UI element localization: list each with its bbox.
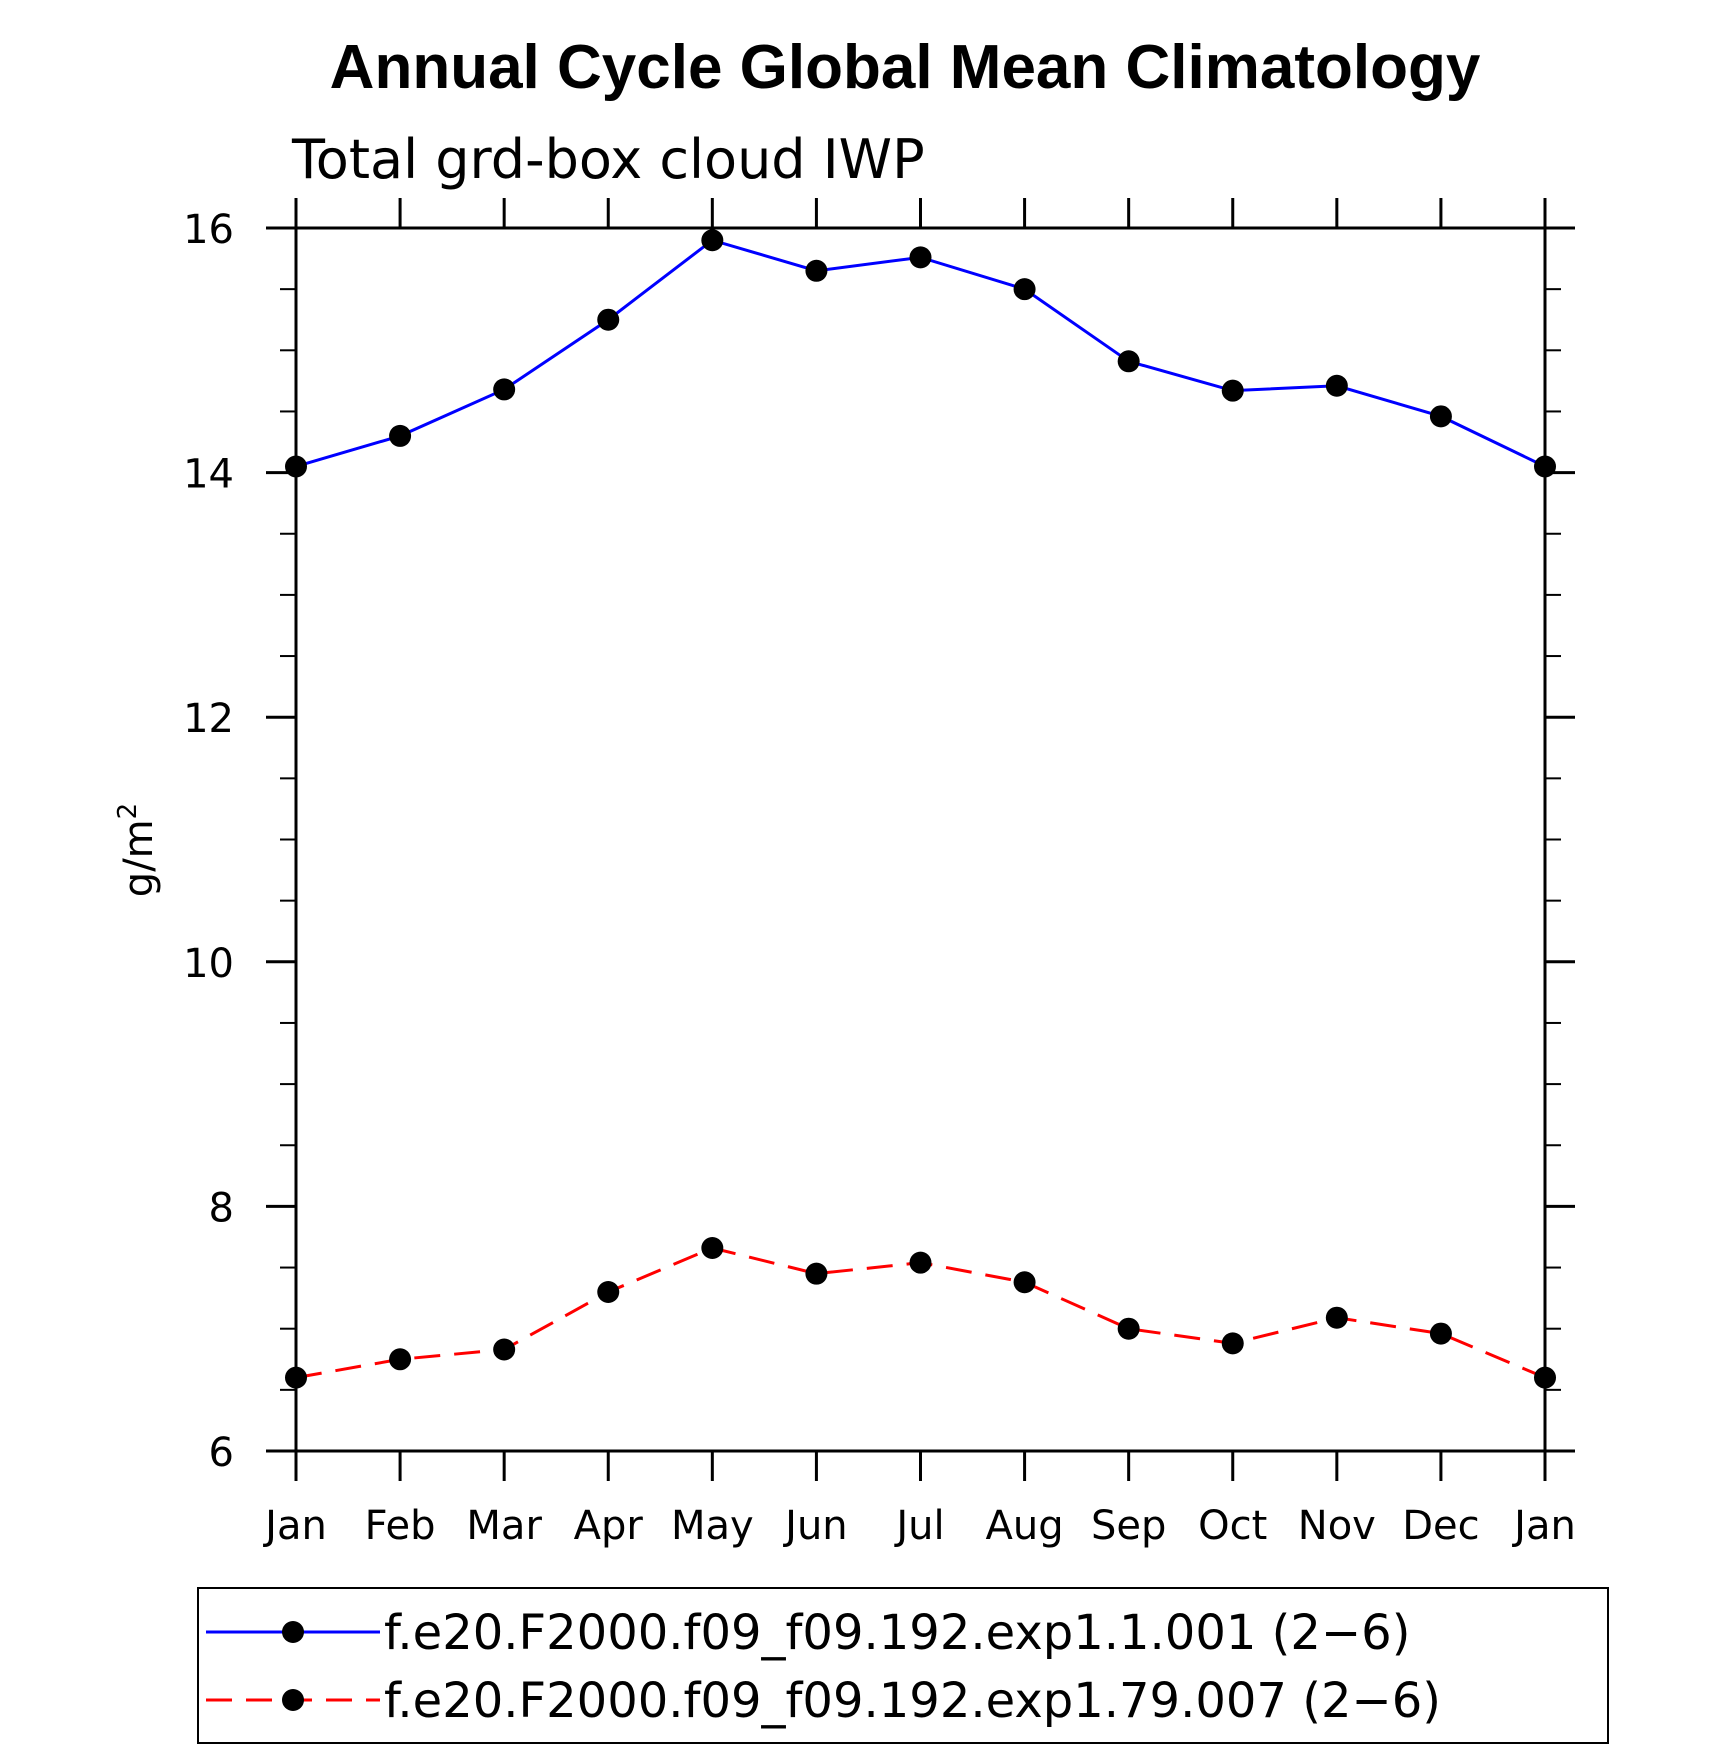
series-1-point — [493, 378, 516, 401]
series-1-point — [1117, 350, 1140, 373]
chart-title: Annual Cycle Global Mean Climatology — [330, 33, 1481, 102]
x-tick-label: Mar — [466, 1503, 542, 1549]
x-tick-label: Feb — [365, 1503, 436, 1549]
series-1-point — [597, 308, 620, 331]
plot-area: Jan Feb Mar Apr May Jun Jul Aug Sep Oct Nov Dec Jan 6… — [183, 198, 1576, 1549]
x-tick-label: Dec — [1402, 1503, 1479, 1549]
legend-marker-2 — [282, 1689, 304, 1711]
x-tick-label: Oct — [1198, 1503, 1267, 1549]
series-layer — [285, 229, 1556, 1389]
x-tick-label: Jun — [782, 1503, 848, 1549]
series-2-point — [493, 1338, 516, 1361]
series-2-point — [389, 1348, 412, 1371]
series-2-point — [701, 1236, 724, 1259]
series-2-point — [1325, 1306, 1348, 1329]
series-1-point — [1013, 278, 1036, 301]
legend-label-1: f.e20.F2000.f09_f09.192.exp1.1.001 (2−6) — [384, 1605, 1410, 1661]
y-axis-label-superscript: 2 — [113, 803, 143, 820]
legend-frame — [197, 1587, 1609, 1744]
series-1-point — [285, 455, 307, 478]
series-2-point — [909, 1251, 932, 1274]
series-1-point — [389, 424, 412, 447]
x-tick-label: Jan — [1511, 1503, 1576, 1549]
y-tick-label: 12 — [183, 696, 234, 742]
series-2-point — [597, 1281, 620, 1304]
series-2-point — [1013, 1271, 1036, 1294]
x-tick-label: Sep — [1091, 1503, 1166, 1549]
series-1-point — [1325, 374, 1348, 397]
y-tick-label: 10 — [183, 941, 234, 987]
series-1-point — [1429, 405, 1452, 428]
x-tick-label: Nov — [1298, 1503, 1376, 1549]
series-1-point — [701, 229, 724, 252]
series-1-point — [909, 246, 932, 269]
chart-subtitle: Total grd-box cloud IWP — [291, 128, 925, 191]
series-2-point — [1429, 1322, 1452, 1345]
y-tick-label: 16 — [183, 207, 234, 253]
x-tick-label: Jul — [893, 1503, 944, 1549]
legend-label-2: f.e20.F2000.f09_f09.192.exp1.79.007 (2−6… — [384, 1673, 1441, 1729]
legend-marker-1 — [282, 1621, 304, 1643]
series-1-point — [1534, 455, 1556, 478]
legend: f.e20.F2000.f09_f09.192.exp1.1.001 (2−6)… — [197, 1587, 1609, 1744]
series-line-1 — [295, 238, 1546, 468]
series-2-point — [1534, 1366, 1556, 1389]
series-1-point — [1221, 379, 1244, 402]
series-1-point — [805, 259, 828, 282]
x-tick-label: May — [671, 1503, 754, 1549]
y-tick-label: 6 — [209, 1430, 234, 1476]
y-axis-label-text: g/m — [116, 819, 162, 897]
y-tick-label: 8 — [209, 1185, 234, 1231]
series-2-point — [285, 1366, 307, 1389]
y-tick-label: 14 — [183, 452, 234, 498]
series-2-point — [1117, 1317, 1140, 1340]
x-tick-label: Apr — [574, 1503, 644, 1549]
y-axis-label: g/m2 — [113, 803, 162, 897]
x-tick-label: Aug — [986, 1503, 1064, 1549]
series-2-point — [805, 1262, 828, 1285]
x-tick-label: Jan — [262, 1503, 327, 1549]
series-2-point — [1221, 1332, 1244, 1355]
